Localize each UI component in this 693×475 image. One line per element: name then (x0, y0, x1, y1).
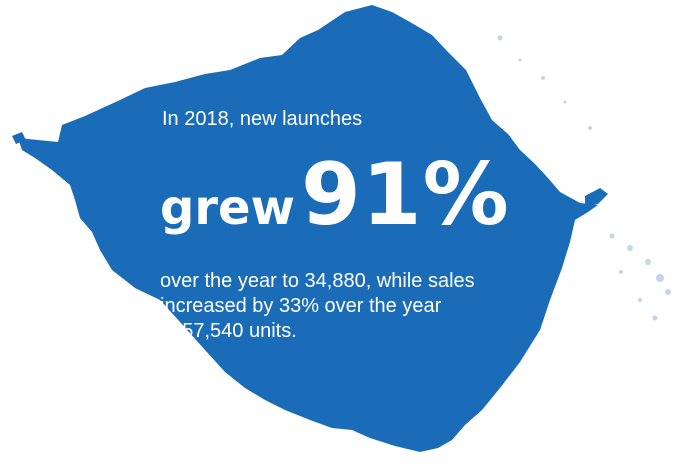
body-text: over the year to 34,880, while sales inc… (160, 269, 540, 344)
body-line: increased by 33% over the year (160, 295, 442, 317)
blue-paint-splash (18, 5, 598, 452)
headline-word: grew (160, 180, 295, 236)
speckles (497, 35, 671, 321)
paint-splatter-left (12, 132, 26, 144)
headline-percentage: 91% (300, 145, 510, 245)
headline: grew91% (160, 145, 510, 245)
intro-text: In 2018, new launches (162, 108, 363, 130)
body-line: to 57,540 units. (160, 320, 297, 342)
body-line: over the year to 34,880, while sales (160, 270, 475, 292)
paint-splatter-right (585, 188, 608, 206)
